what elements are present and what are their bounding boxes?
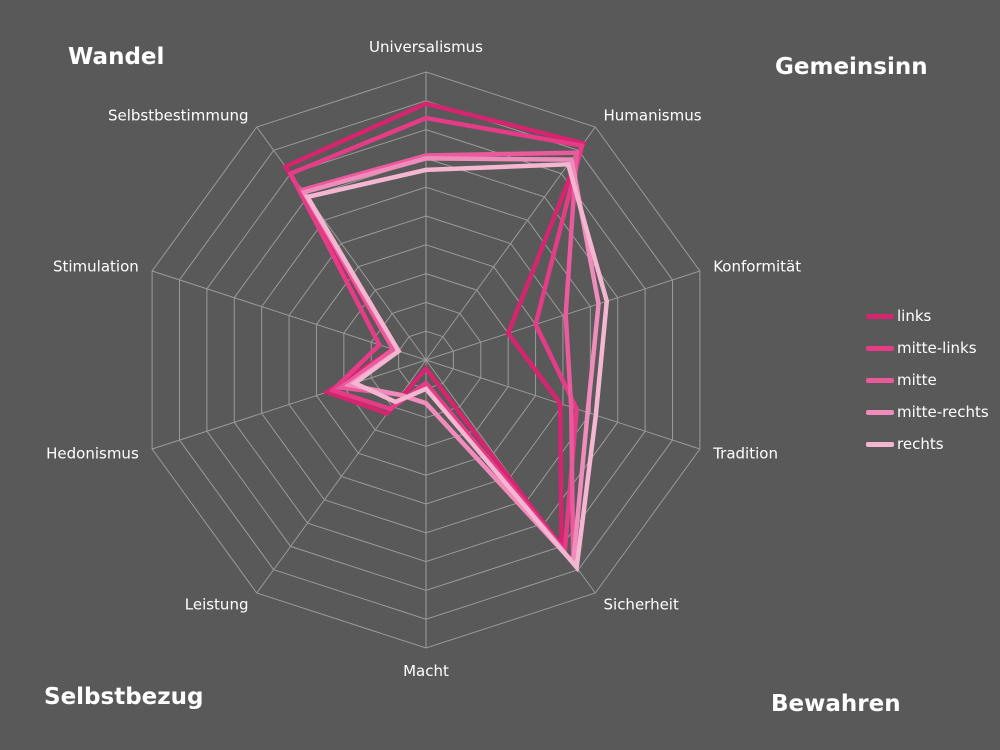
axis-labels: Universalismus Humanismus Konformität Tradi… [46,38,801,680]
legend-label: links [897,307,932,325]
legend-label: rechts [897,435,944,453]
legend-item: links [866,300,989,332]
legend-item: mitte [866,364,989,396]
axis-label: Sicherheit [604,595,679,613]
legend-swatch [866,377,894,383]
radar-series [282,101,610,573]
grid-spoke [425,359,701,450]
legend-label: mitte-rechts [897,403,989,421]
corner-label-selbstbezug: Selbstbezug [44,684,204,710]
legend-item: rechts [866,428,989,460]
legend-swatch [866,441,894,447]
legend-swatch [866,345,894,351]
axis-label: Selbstbestimmung [108,107,249,125]
axis-label: Hedonismus [46,444,139,462]
corner-label-gemeinsinn: Gemeinsinn [775,54,928,80]
series-mitte-links-line [287,115,585,557]
axis-label: Macht [403,662,449,680]
legend-item: mitte-links [866,332,989,364]
corner-label-wandel: Wandel [68,44,165,70]
axis-label: Tradition [712,444,778,462]
axis-label: Leistung [185,595,249,613]
series-rechts-line [303,161,610,573]
legend-swatch [866,409,894,415]
axis-label: Konformität [713,258,801,276]
legend-label: mitte-links [897,339,977,357]
legend: links mitte-links mitte mitte-rechts rechts [866,300,989,460]
axis-label: Humanismus [604,107,702,125]
legend-label: mitte [897,371,937,389]
corner-label-bewahren: Bewahren [771,691,901,717]
axis-label: Stimulation [53,258,139,276]
legend-swatch [866,313,894,319]
grid-spoke [151,359,427,450]
axis-label: Universalismus [369,38,483,56]
grid-spoke [425,270,701,361]
legend-item: mitte-rechts [866,396,989,428]
